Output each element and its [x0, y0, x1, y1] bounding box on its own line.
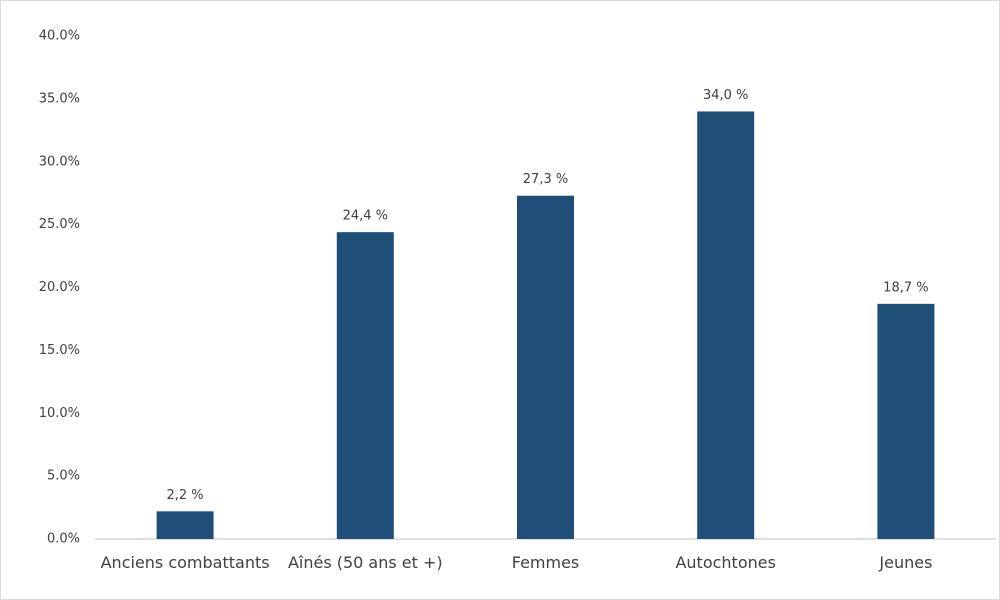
y-tick-label: 5.0% — [47, 469, 80, 484]
x-tick-label: Jeunes — [879, 553, 933, 572]
x-tick-label: Autochtones — [675, 553, 776, 572]
y-tick-label: 0.0% — [47, 532, 80, 547]
value-label: 24,4 % — [343, 209, 388, 224]
bar — [517, 195, 574, 539]
value-label: 34,0 % — [703, 88, 748, 103]
y-tick-label: 10.0% — [39, 406, 80, 421]
bar — [877, 303, 935, 539]
x-tick-label: Aînés (50 ans et +) — [287, 553, 443, 572]
x-tick-label: Anciens combattants — [100, 553, 270, 572]
value-label: 27,3 % — [523, 172, 568, 187]
y-tick-label: 25.0% — [39, 217, 80, 232]
value-label: 18,7 % — [883, 280, 928, 295]
y-tick-label: 15.0% — [39, 343, 80, 358]
value-label: 2,2 % — [167, 488, 204, 503]
y-tick-label: 20.0% — [39, 280, 80, 295]
y-tick-label: 35.0% — [39, 91, 80, 106]
y-tick-label: 40.0% — [39, 29, 80, 44]
x-tick-label: Femmes — [511, 553, 580, 572]
bar — [336, 232, 394, 540]
y-tick-label: 30.0% — [39, 154, 80, 169]
bar — [697, 111, 755, 539]
bar — [156, 511, 214, 539]
